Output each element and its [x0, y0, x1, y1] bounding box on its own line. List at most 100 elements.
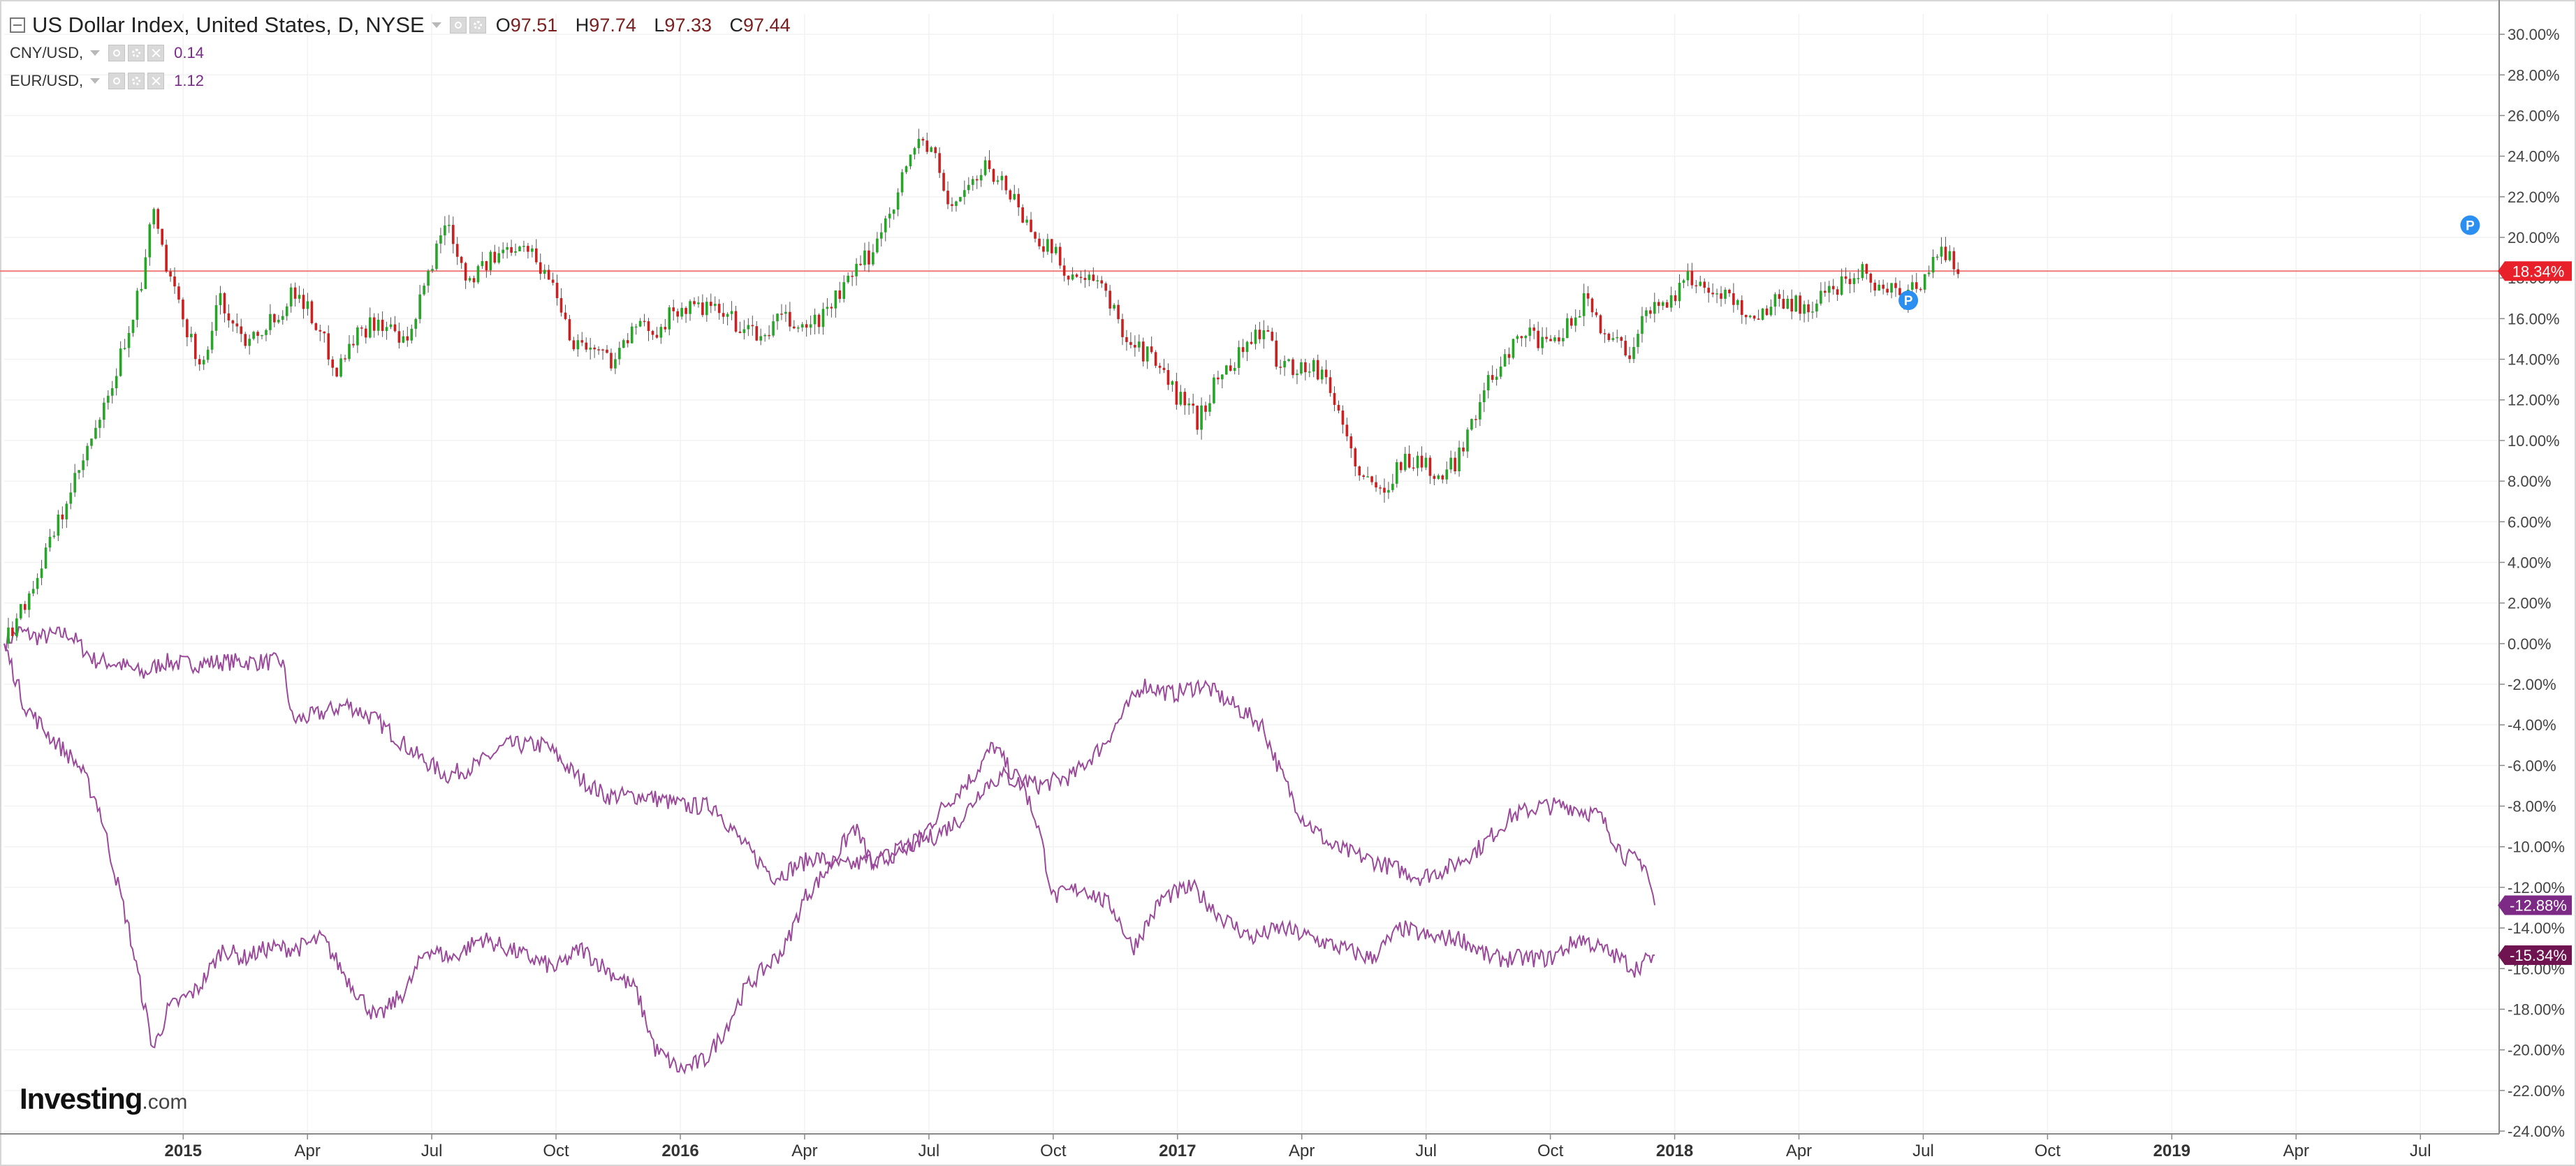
- eye-icon[interactable]: [449, 17, 467, 34]
- candle: [1067, 275, 1070, 280]
- candle: [559, 298, 563, 313]
- chevron-down-icon[interactable]: [90, 78, 101, 84]
- candle: [1695, 285, 1698, 287]
- collapse-icon[interactable]: [10, 17, 25, 33]
- x-tick-label: 2019: [2153, 1142, 2190, 1160]
- y-tick-label: -22.00%: [2508, 1082, 2565, 1100]
- candle: [344, 358, 346, 360]
- candle: [1092, 274, 1095, 281]
- candle: [1611, 338, 1615, 340]
- candle: [1720, 293, 1722, 299]
- badge-pointer: [2498, 895, 2505, 915]
- chevron-down-icon[interactable]: [90, 50, 101, 56]
- legend-eur-value: 1.12: [174, 72, 204, 89]
- candle: [697, 302, 700, 304]
- badge-pointer: [2498, 261, 2505, 281]
- candle: [693, 301, 696, 304]
- candle: [1370, 476, 1373, 482]
- candle: [1134, 344, 1136, 348]
- candle: [1603, 333, 1607, 334]
- candle: [655, 334, 659, 338]
- candle: [152, 209, 156, 225]
- candle: [78, 470, 80, 473]
- candle: [186, 319, 189, 338]
- candle: [1083, 277, 1087, 281]
- gear-icon[interactable]: [128, 73, 145, 89]
- candle: [1254, 330, 1257, 344]
- candle: [1337, 404, 1340, 411]
- gear-icon[interactable]: [128, 45, 145, 61]
- candle: [905, 166, 908, 172]
- candle: [202, 360, 205, 364]
- candle: [1869, 274, 1873, 283]
- candle: [1537, 330, 1539, 348]
- chevron-down-icon[interactable]: [431, 22, 441, 28]
- candle: [838, 290, 842, 300]
- candle: [1271, 332, 1274, 341]
- candle: [1831, 286, 1835, 290]
- candle: [115, 376, 118, 388]
- candle: [689, 301, 691, 314]
- candle: [327, 333, 330, 360]
- candle: [1503, 354, 1507, 367]
- high-label: H: [575, 14, 590, 36]
- candle: [1454, 457, 1456, 472]
- candle: [1486, 375, 1490, 391]
- candle: [1857, 278, 1860, 279]
- candle: [1200, 405, 1203, 430]
- candle: [144, 257, 147, 289]
- candle: [789, 311, 791, 327]
- candle: [1528, 327, 1532, 336]
- candle: [921, 138, 925, 141]
- candle: [909, 154, 912, 167]
- candle: [1166, 370, 1170, 385]
- candle: [1927, 272, 1931, 274]
- candle: [1744, 315, 1748, 318]
- candle: [1213, 377, 1215, 404]
- candle: [44, 547, 47, 569]
- investing-logo[interactable]: Investing.com: [20, 1082, 187, 1116]
- candle: [214, 305, 218, 331]
- candle: [360, 327, 363, 329]
- candle: [1117, 304, 1120, 320]
- close-icon[interactable]: [147, 45, 165, 61]
- candle: [963, 190, 966, 198]
- candle: [1441, 475, 1444, 480]
- candle: [1379, 487, 1382, 489]
- candle: [1699, 281, 1702, 286]
- candle: [1558, 337, 1560, 341]
- candle: [1940, 246, 1943, 257]
- candle: [444, 225, 446, 236]
- candle: [618, 348, 621, 360]
- candle: [1665, 302, 1669, 308]
- y-tick-label: -8.00%: [2508, 798, 2556, 816]
- candle: [938, 153, 941, 173]
- candle: [1915, 282, 1918, 289]
- candle: [418, 294, 421, 319]
- candle: [659, 327, 663, 338]
- candle: [1948, 251, 1952, 260]
- x-tick-label: 2015: [165, 1142, 202, 1160]
- candle: [1586, 293, 1590, 299]
- candle: [1944, 246, 1947, 260]
- gear-icon[interactable]: [469, 17, 486, 34]
- logo-text: Investing: [20, 1082, 142, 1115]
- candle: [1237, 347, 1241, 368]
- candle: [1641, 316, 1644, 334]
- y-tick-label: -14.00%: [2508, 920, 2565, 937]
- candle: [1549, 339, 1552, 341]
- candle: [821, 309, 825, 327]
- candle: [900, 172, 904, 193]
- candle: [930, 147, 933, 152]
- candle: [381, 319, 384, 332]
- eye-icon[interactable]: [108, 45, 126, 61]
- candle: [82, 460, 85, 471]
- eye-icon[interactable]: [108, 73, 126, 89]
- ohlc-values: O97.51 H97.74 L97.33 C97.44: [496, 15, 803, 36]
- candle: [248, 339, 251, 346]
- candle: [1545, 337, 1548, 339]
- candle: [983, 160, 987, 175]
- candle: [1769, 307, 1773, 316]
- close-icon[interactable]: [147, 73, 165, 89]
